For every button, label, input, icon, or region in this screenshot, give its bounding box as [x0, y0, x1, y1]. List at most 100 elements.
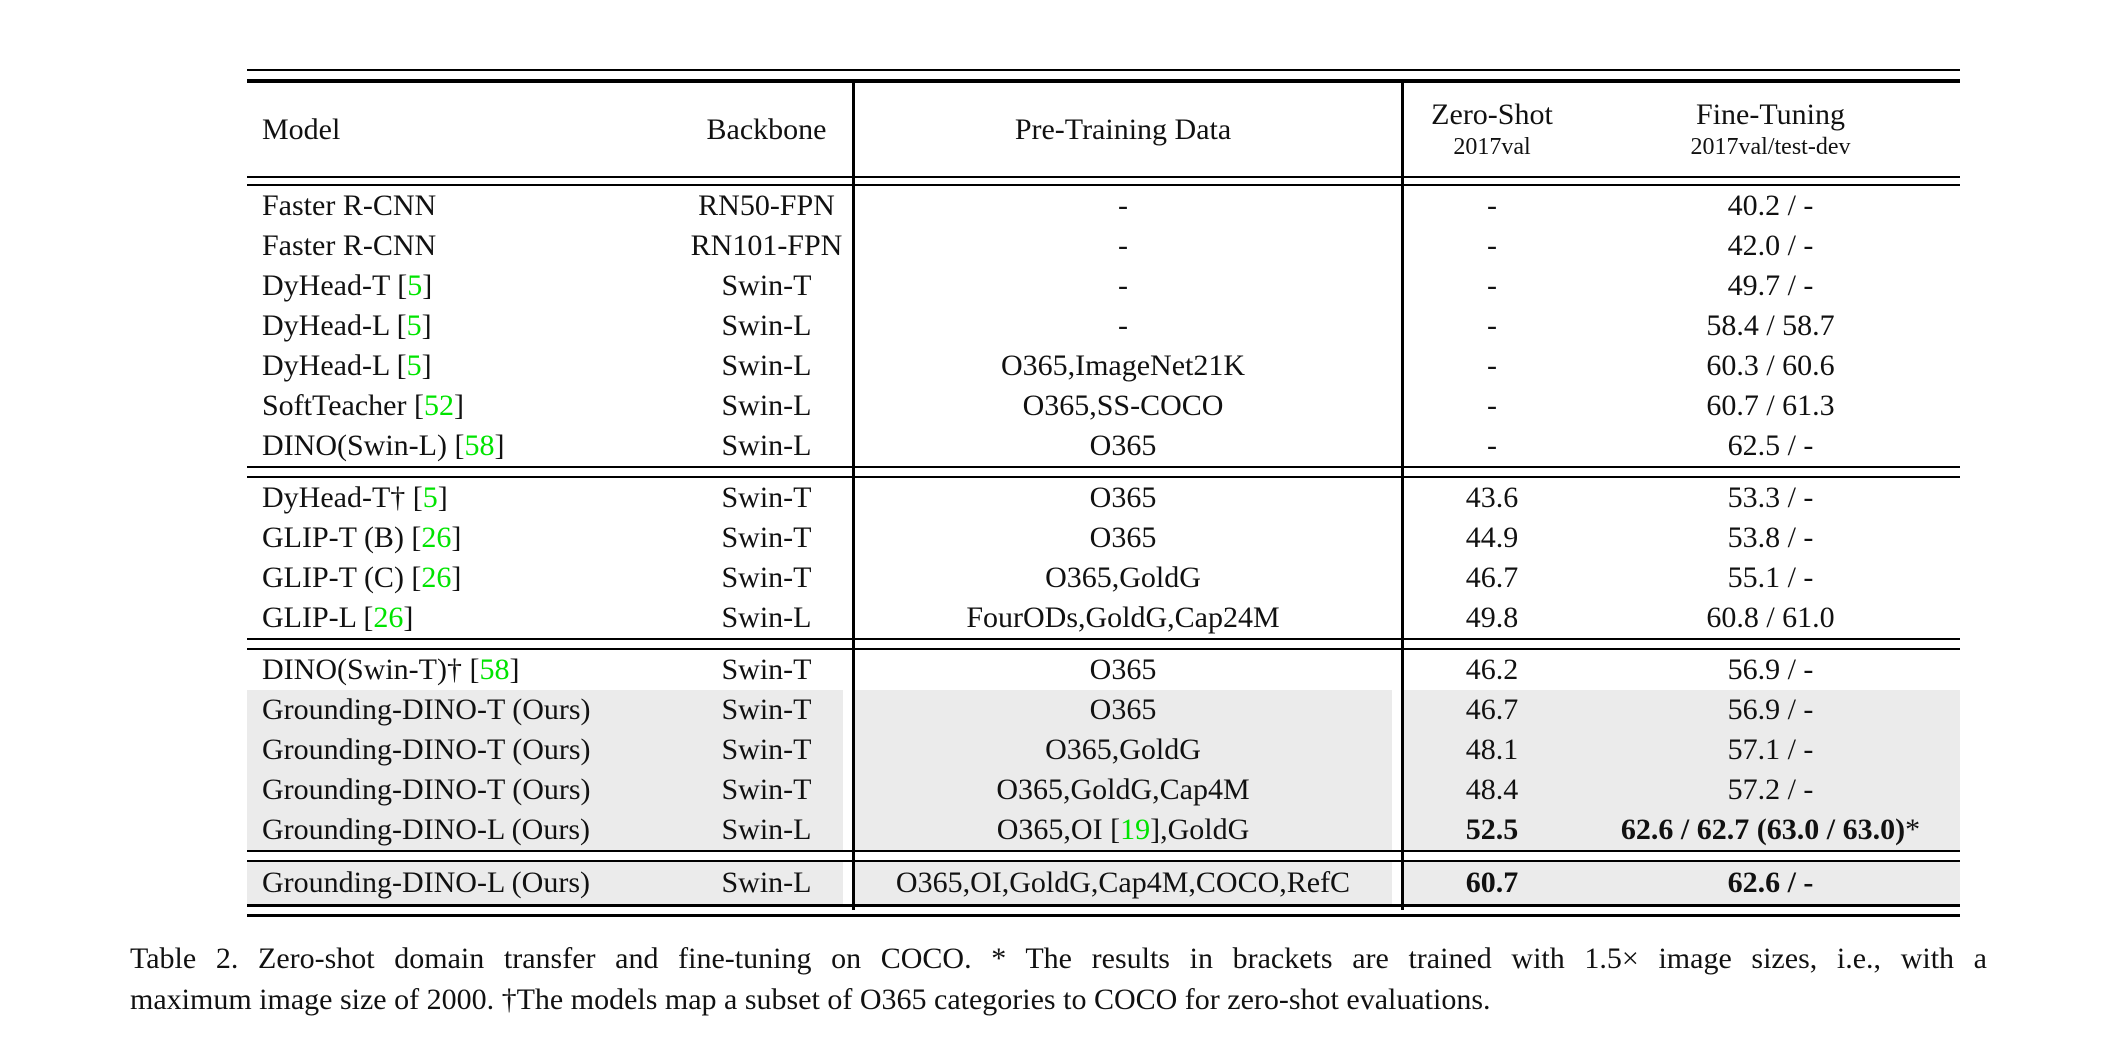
table-top-rule — [247, 69, 1960, 83]
pretrain-cell: O365,GoldG — [854, 730, 1392, 770]
backbone-cell: Swin-L — [721, 349, 812, 382]
col-header-pretrain: Pre-Training Data — [1014, 112, 1232, 146]
results-table: Model Backbone Pre-Training Data Zero-Sh… — [247, 69, 1960, 917]
finetune-cell: 60.7 / 61.3 — [1706, 389, 1835, 422]
table-row: DyHead-L [5] Swin-L O365,ImageNet21K - 60.3 … — [247, 346, 1960, 386]
table-row: SoftTeacher [52] Swin-L O365,SS-COCO - 60.7 … — [247, 386, 1960, 426]
pretrain-cell: O365,GoldG,Cap4M — [854, 770, 1392, 810]
zeroshot-cell: 52.5 — [1403, 810, 1581, 850]
table-row: GLIP-L [26] Swin-L FourODs,GoldG,Cap24M 49.… — [247, 598, 1960, 638]
backbone-cell: Swin-T — [690, 730, 843, 770]
finetune-cell: 62.5 / - — [1727, 429, 1814, 462]
zeroshot-cell: - — [1487, 309, 1497, 342]
model-cell: DyHead-T [5] — [262, 269, 433, 302]
finetune-cell: 60.8 / 61.0 — [1706, 601, 1835, 634]
finetune-cell: 53.3 / - — [1727, 481, 1814, 514]
model-cell: SoftTeacher [52] — [262, 389, 464, 422]
table-bottom-rule — [247, 904, 1960, 917]
col-header-zeroshot: Zero-Shot 2017val — [1403, 83, 1581, 176]
column-gap — [843, 730, 854, 770]
finetune-cell: 53.8 / - — [1727, 521, 1814, 554]
column-gap — [843, 770, 854, 810]
column-gap — [843, 862, 854, 904]
zeroshot-cell: - — [1487, 229, 1497, 262]
pretrain-cell: O365,GoldG — [1045, 561, 1201, 594]
pretrain-cell: O365,OI,GoldG,Cap4M,COCO,RefC — [854, 862, 1392, 904]
zeroshot-cell: 44.9 — [1465, 521, 1519, 554]
table-header-row: Model Backbone Pre-Training Data Zero-Sh… — [247, 83, 1960, 176]
model-cell: Faster R-CNN — [262, 229, 437, 262]
column-gap — [1392, 730, 1403, 770]
backbone-cell: Swin-L — [721, 389, 812, 422]
zeroshot-cell: - — [1487, 189, 1497, 222]
backbone-cell: Swin-T — [721, 481, 812, 514]
zeroshot-cell: 60.7 — [1403, 862, 1581, 904]
table-row: DyHead-L [5] Swin-L - - 58.4 / 58.7 — [247, 306, 1960, 346]
table-row: Grounding-DINO-T (Ours) Swin-T O365,GoldG 4… — [247, 730, 1960, 770]
table-row: GLIP-T (C) [26] Swin-T O365,GoldG 46.7 55.1 … — [247, 558, 1960, 598]
finetune-cell: 56.9 / - — [1581, 690, 1960, 730]
finetune-cell: 60.3 / 60.6 — [1706, 349, 1835, 382]
model-cell: Grounding-DINO-T (Ours) — [247, 690, 690, 730]
backbone-cell: Swin-L — [721, 429, 812, 462]
group-separator-rule — [247, 466, 1960, 478]
col-header-zeroshot-label: Zero-Shot — [1431, 98, 1553, 131]
model-cell: DyHead-L [5] — [262, 309, 432, 342]
table-body: Faster R-CNN RN50-FPN - -40.2 / - Faster R-C… — [247, 186, 1960, 917]
finetune-cell: 40.2 / - — [1727, 189, 1814, 222]
table-row: Faster R-CNN RN50-FPN - - 40.2 / - — [247, 186, 1960, 226]
table-row: DyHead-T [5] Swin-T - - 49.7 / - — [247, 266, 1960, 306]
pretrain-cell: O365 — [1089, 481, 1157, 514]
col-header-finetune-sublabel: 2017val/test-dev — [1690, 134, 1851, 160]
finetune-cell: 58.4 / 58.7 — [1706, 309, 1835, 342]
backbone-cell: Swin-L — [721, 601, 812, 634]
column-gap — [843, 810, 854, 850]
pretrain-cell: O365,ImageNet21K — [1000, 349, 1246, 382]
model-cell: DyHead-T† [5] — [262, 481, 448, 514]
pretrain-cell: - — [1118, 229, 1128, 262]
table-row: Grounding-DINO-L (Ours) Swin-L O365,OI,Gol… — [247, 862, 1960, 904]
backbone-cell: RN101-FPN — [690, 229, 843, 262]
table-group: Grounding-DINO-L (Ours) Swin-L O365,OI,Gol… — [247, 862, 1960, 904]
finetune-cell: 62.6 / - — [1581, 862, 1960, 904]
model-cell: DINO(Swin-L) [58] — [262, 429, 505, 462]
pretrain-cell: O365 — [1089, 653, 1157, 686]
zeroshot-cell: 46.7 — [1403, 690, 1581, 730]
column-gap — [1392, 770, 1403, 810]
table-row: Grounding-DINO-T (Ours) Swin-T O365,GoldG,… — [247, 770, 1960, 810]
column-gap — [1392, 690, 1403, 730]
table-row: DINO(Swin-L) [58] Swin-L O365 - 62.5 / - — [247, 426, 1960, 466]
header-bottom-rule — [247, 176, 1960, 186]
pretrain-cell: O365 — [1089, 429, 1157, 462]
vertical-rule-1 — [852, 83, 855, 910]
backbone-cell: Swin-T — [690, 770, 843, 810]
table-row: Grounding-DINO-T (Ours) Swin-T O365 46.7 56.… — [247, 690, 1960, 730]
pretrain-cell: O365 — [1089, 521, 1157, 554]
table-group: Faster R-CNN RN50-FPN - -40.2 / - Faster R-C… — [247, 186, 1960, 466]
zeroshot-cell: 43.6 — [1465, 481, 1519, 514]
model-cell: Grounding-DINO-L (Ours) — [247, 862, 690, 904]
zeroshot-cell: 48.4 — [1403, 770, 1581, 810]
finetune-cell: 49.7 / - — [1727, 269, 1814, 302]
zeroshot-cell: - — [1487, 349, 1497, 382]
model-cell: Grounding-DINO-L (Ours) — [247, 810, 690, 850]
pretrain-cell: - — [1118, 269, 1128, 302]
column-gap — [1392, 810, 1403, 850]
col-header-zeroshot-sublabel: 2017val — [1453, 134, 1531, 160]
model-cell: Faster R-CNN — [262, 189, 437, 222]
table-group: DyHead-T† [5] Swin-T O365 43.6 53.3 / - GLIP-… — [247, 478, 1960, 638]
backbone-cell: RN50-FPN — [698, 189, 835, 222]
group-separator-rule — [247, 638, 1960, 650]
backbone-cell: Swin-T — [721, 521, 812, 554]
pretrain-cell: O365 — [854, 690, 1392, 730]
pretrain-cell: O365,OI [19],GoldG — [854, 810, 1392, 850]
finetune-cell: 57.2 / - — [1581, 770, 1960, 810]
model-cell: GLIP-T (C) [26] — [262, 561, 462, 594]
table-row: Grounding-DINO-L (Ours) Swin-L O365,OI [19… — [247, 810, 1960, 850]
table-caption: Table 2. Zero-shot domain transfer and f… — [130, 938, 1987, 1020]
zeroshot-cell: 48.1 — [1403, 730, 1581, 770]
pretrain-cell: - — [1118, 189, 1128, 222]
zeroshot-cell: - — [1487, 269, 1497, 302]
table-group: DINO(Swin-T)† [58] Swin-T O365 46.2 56.9 / -… — [247, 650, 1960, 850]
zeroshot-cell: 49.8 — [1465, 601, 1519, 634]
